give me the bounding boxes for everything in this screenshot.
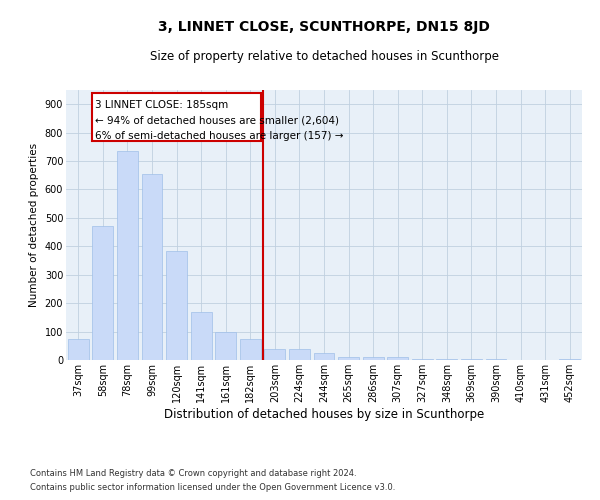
Bar — [461, 359, 482, 360]
Bar — [387, 357, 408, 360]
Bar — [240, 338, 261, 360]
Text: ← 94% of detached houses are smaller (2,604): ← 94% of detached houses are smaller (2,… — [95, 116, 340, 126]
Y-axis label: Number of detached properties: Number of detached properties — [29, 143, 39, 307]
Bar — [142, 174, 163, 360]
Bar — [215, 332, 236, 360]
Bar — [191, 312, 212, 360]
Bar — [412, 358, 433, 360]
Text: Size of property relative to detached houses in Scunthorpe: Size of property relative to detached ho… — [149, 50, 499, 63]
Text: 6% of semi-detached houses are larger (157) →: 6% of semi-detached houses are larger (1… — [95, 131, 344, 141]
Bar — [68, 338, 89, 360]
Text: Contains public sector information licensed under the Open Government Licence v3: Contains public sector information licen… — [30, 484, 395, 492]
Bar — [338, 357, 359, 360]
Bar — [166, 250, 187, 360]
Text: 3 LINNET CLOSE: 185sqm: 3 LINNET CLOSE: 185sqm — [95, 100, 229, 110]
Text: Contains HM Land Registry data © Crown copyright and database right 2024.: Contains HM Land Registry data © Crown c… — [30, 468, 356, 477]
Bar — [559, 358, 580, 360]
Bar — [289, 348, 310, 360]
Bar — [314, 353, 334, 360]
Bar — [362, 357, 383, 360]
X-axis label: Distribution of detached houses by size in Scunthorpe: Distribution of detached houses by size … — [164, 408, 484, 420]
Bar — [92, 226, 113, 360]
Bar — [436, 358, 457, 360]
FancyBboxPatch shape — [92, 93, 262, 141]
Bar — [265, 348, 286, 360]
Text: 3, LINNET CLOSE, SCUNTHORPE, DN15 8JD: 3, LINNET CLOSE, SCUNTHORPE, DN15 8JD — [158, 20, 490, 34]
Bar — [117, 151, 138, 360]
